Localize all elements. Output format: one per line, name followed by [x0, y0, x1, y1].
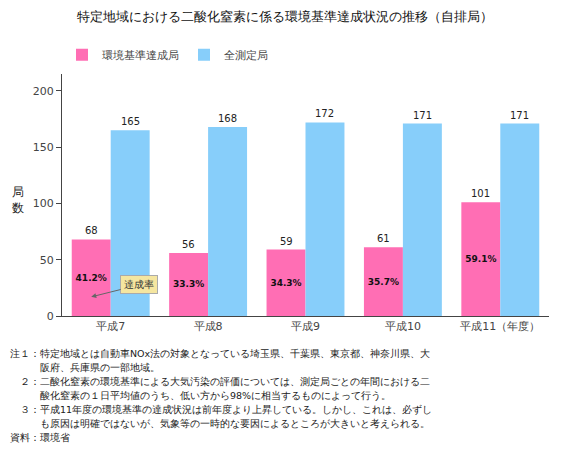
- svg-text:達成率: 達成率: [124, 279, 154, 290]
- svg-text:101: 101: [471, 188, 490, 199]
- svg-text:0: 0: [47, 310, 54, 323]
- svg-text:平成8: 平成8: [194, 320, 223, 333]
- svg-text:33.3%: 33.3%: [173, 279, 204, 289]
- svg-text:注１：特定地域とは自動車NOx法の対象となっている埼玉県、千: 注１：特定地域とは自動車NOx法の対象となっている埼玉県、千葉県、東京都、神奈川…: [10, 348, 430, 359]
- svg-text:41.2%: 41.2%: [76, 273, 107, 283]
- svg-text:２：二酸化窒素の環境基準による大気汚染の評価については、測定: ２：二酸化窒素の環境基準による大気汚染の評価については、測定局ごとの年間における…: [10, 376, 430, 387]
- svg-text:３：平成11年度の環境基準の達成状況は前年度より上昇している: ３：平成11年度の環境基準の達成状況は前年度より上昇している。しかし、これは、必…: [10, 404, 432, 416]
- svg-text:環境基準達成局: 環境基準達成局: [102, 49, 179, 62]
- svg-text:平成7: 平成7: [96, 320, 125, 333]
- svg-text:171: 171: [510, 110, 529, 121]
- svg-text:35.7%: 35.7%: [368, 277, 399, 287]
- svg-text:100: 100: [33, 197, 54, 210]
- svg-text:局数: 局数: [12, 185, 24, 215]
- svg-text:酸化窒素の１日平均値のうち、低い方から98%に相当するものに: 酸化窒素の１日平均値のうち、低い方から98%に相当するものによって行う。: [10, 390, 391, 401]
- svg-text:61: 61: [377, 233, 390, 244]
- svg-text:50: 50: [40, 254, 54, 267]
- svg-text:平成9: 平成9: [291, 320, 320, 333]
- svg-text:68: 68: [85, 225, 98, 236]
- svg-text:165: 165: [121, 116, 140, 127]
- svg-text:資料：環境省: 資料：環境省: [10, 432, 70, 443]
- svg-text:59.1%: 59.1%: [465, 254, 496, 264]
- svg-text:168: 168: [218, 113, 237, 124]
- svg-text:200: 200: [33, 85, 54, 98]
- svg-text:34.3%: 34.3%: [270, 278, 301, 288]
- svg-text:150: 150: [33, 141, 54, 154]
- svg-text:も原因は明確ではないが、気象等の一時的な要因によるところが大: も原因は明確ではないが、気象等の一時的な要因によるところが大きいと考えられる。: [10, 418, 430, 429]
- svg-text:平成11（年度）: 平成11（年度）: [460, 320, 540, 333]
- svg-text:171: 171: [413, 110, 432, 121]
- svg-text:172: 172: [315, 108, 334, 119]
- svg-text:阪府、兵庫県の一部地域。: 阪府、兵庫県の一部地域。: [10, 362, 160, 373]
- svg-text:特定地域における二酸化窒素に係る環境基準達成状況の推移（自排: 特定地域における二酸化窒素に係る環境基準達成状況の推移（自排局）: [77, 9, 493, 24]
- svg-text:56: 56: [182, 239, 195, 250]
- svg-text:平成10: 平成10: [385, 320, 421, 333]
- svg-text:全測定局: 全測定局: [224, 49, 268, 62]
- svg-text:59: 59: [280, 236, 293, 247]
